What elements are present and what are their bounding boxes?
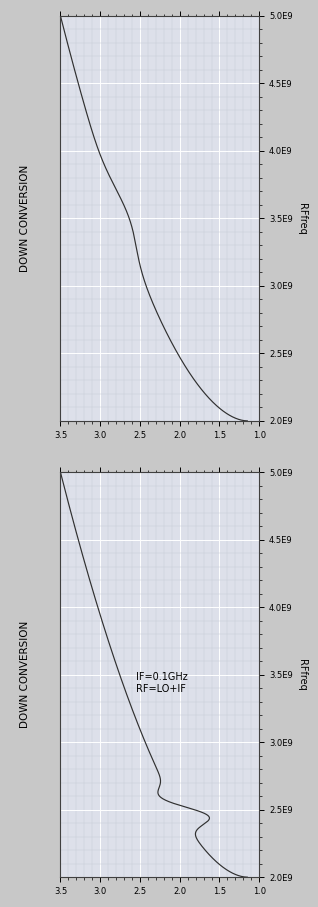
Y-axis label: RFfreq: RFfreq <box>297 202 307 234</box>
Text: DOWN CONVERSION: DOWN CONVERSION <box>20 165 30 272</box>
Y-axis label: RFfreq: RFfreq <box>297 658 307 690</box>
Text: IF=0.1GHz
RF=LO+IF: IF=0.1GHz RF=LO+IF <box>136 672 188 694</box>
Text: DOWN CONVERSION: DOWN CONVERSION <box>20 621 30 728</box>
